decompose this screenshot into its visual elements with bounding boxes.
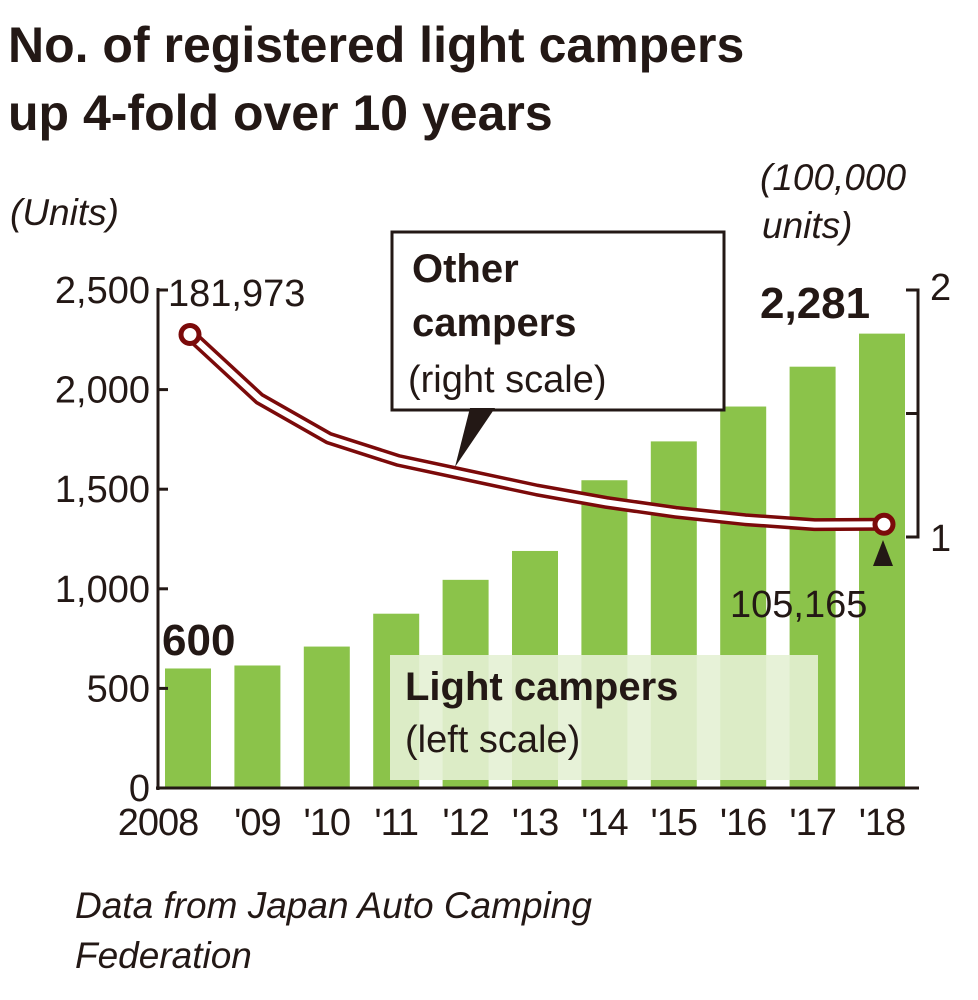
chart-title-line-1: No. of registered light campers [8,17,744,73]
bar-last-label: 2,281 [760,279,870,328]
bar-first-label: 600 [162,616,235,665]
other-campers-callout: Other campers (right scale) [390,230,726,467]
x-axis-labels: 2008 '09 '10 '11 '12 '13 '14 '15 '16 '17 '18 [118,802,907,844]
x-tick-label: '10 [304,802,351,844]
line-first-label: 181,973 [168,273,305,315]
x-tick-label: '14 [581,802,628,844]
x-tick-label: '13 [512,802,559,844]
other-campers-line-inner [187,332,885,528]
source-line-2: Federation [75,935,252,976]
light-campers-legend-label: Light campers [405,665,678,709]
left-tick-label: 1,000 [55,569,150,611]
x-tick-label: '11 [374,802,418,844]
right-tick-label: 1 [930,518,951,560]
callout-box [390,230,726,412]
chart-title-line-2: up 4-fold over 10 years [8,85,553,141]
bar-09 [234,665,281,788]
x-tick-label: 2008 [118,802,199,844]
line-end-marker [872,512,896,536]
right-tick-label: 2 [930,267,951,309]
line-start-marker [178,323,202,347]
line-last-label: 105,165 [730,584,867,626]
source-line-1: Data from Japan Auto Camping [75,885,592,926]
right-axis-unit-line-1: (100,000 [760,157,906,198]
x-tick-label: '17 [789,802,836,844]
left-tick-label: 0 [129,768,150,810]
other-campers-label-line-1: Other [412,247,519,291]
callout-pointer [455,408,495,467]
bar-10 [303,646,350,788]
left-tick-label: 1,500 [55,469,150,511]
left-tick-label: 2,500 [55,270,150,312]
right-axis-unit-line-2: units) [762,205,852,246]
x-tick-label: '15 [651,802,698,844]
left-tick-label: 500 [87,668,150,710]
other-campers-note: (right scale) [408,359,607,401]
left-axis-unit: (Units) [10,192,119,233]
left-tick-label: 2,000 [55,370,150,412]
line-group [178,323,896,536]
other-campers-label-line-2: campers [412,301,577,345]
x-tick-label: '09 [234,802,281,844]
left-axis: 0 500 1,000 1,500 2,000 2,500 [55,270,919,810]
line-last-pointer [873,540,893,566]
x-tick-label: '18 [859,802,906,844]
right-axis: 21 [906,267,951,560]
light-campers-legend-box [390,655,818,780]
light-campers-legend-note: (left scale) [405,719,580,761]
x-tick-label: '16 [720,802,767,844]
x-tick-label: '12 [442,802,489,844]
bar-2008 [165,668,211,788]
